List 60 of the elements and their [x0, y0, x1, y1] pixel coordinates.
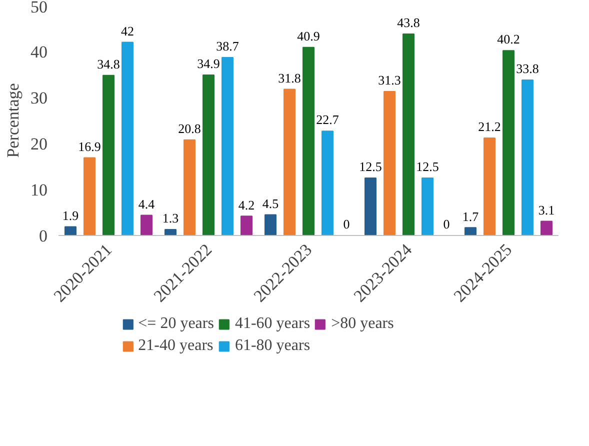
bar — [522, 80, 534, 236]
data-label: 34.9 — [197, 56, 220, 72]
bar — [140, 214, 152, 236]
y-tick-label: 50 — [30, 0, 48, 16]
bar — [540, 220, 552, 236]
data-label: 12.5 — [416, 159, 439, 174]
bar — [264, 214, 276, 236]
bar — [322, 130, 334, 236]
data-label: 22.7 — [316, 112, 340, 128]
y-tick-label: 10 — [30, 180, 48, 200]
bar — [384, 91, 396, 236]
data-label: 4.2 — [238, 197, 255, 212]
legend-label: <= 20 years — [138, 315, 214, 333]
y-tick-label: 40 — [30, 42, 48, 62]
data-label: 34.8 — [97, 56, 120, 72]
bar — [364, 178, 376, 236]
data-label: 31.3 — [378, 72, 401, 88]
bar — [164, 229, 176, 236]
bar — [102, 74, 114, 236]
data-label: 20.8 — [178, 120, 201, 136]
data-label: 0 — [343, 216, 350, 232]
bar — [222, 56, 234, 236]
bar — [240, 216, 252, 236]
legend-label: >80 years — [331, 315, 394, 333]
bar — [302, 46, 314, 236]
data-label: 33.8 — [516, 61, 539, 76]
data-label: 4.5 — [262, 196, 279, 211]
data-label: 31.8 — [278, 70, 301, 86]
bar — [122, 42, 134, 236]
data-label: 40.2 — [497, 32, 520, 47]
data-label: 12.5 — [359, 159, 382, 174]
y-tick-label: 0 — [39, 226, 48, 246]
bar — [402, 34, 414, 236]
bar — [202, 74, 214, 236]
y-tick-label: 30 — [30, 88, 48, 108]
data-label: 40.9 — [297, 28, 320, 44]
data-label: 38.7 — [216, 38, 240, 54]
data-label: 43.8 — [397, 15, 420, 30]
bar — [484, 137, 496, 236]
y-axis-title: Percentage — [4, 83, 22, 158]
bar — [284, 88, 296, 236]
data-label: 1.7 — [462, 208, 480, 224]
bar — [184, 139, 196, 236]
bar — [422, 178, 434, 236]
data-label: 4.4 — [138, 196, 156, 212]
legend-label: 21-40 years — [138, 337, 214, 355]
legend-label: 41-60 years — [234, 315, 310, 333]
data-label: 0 — [443, 216, 450, 232]
bar — [84, 157, 96, 236]
bar — [502, 50, 514, 236]
data-label: 3.1 — [538, 202, 555, 218]
bar — [64, 226, 76, 236]
data-label: 16.9 — [78, 138, 101, 154]
data-label: 1.3 — [162, 210, 179, 226]
data-label: 21.2 — [478, 119, 501, 134]
data-label: 42 — [121, 23, 134, 38]
legend-label: 61-80 years — [234, 337, 310, 355]
y-tick-label: 20 — [30, 134, 48, 154]
bar — [464, 227, 476, 236]
data-label: 1.9 — [62, 208, 79, 223]
